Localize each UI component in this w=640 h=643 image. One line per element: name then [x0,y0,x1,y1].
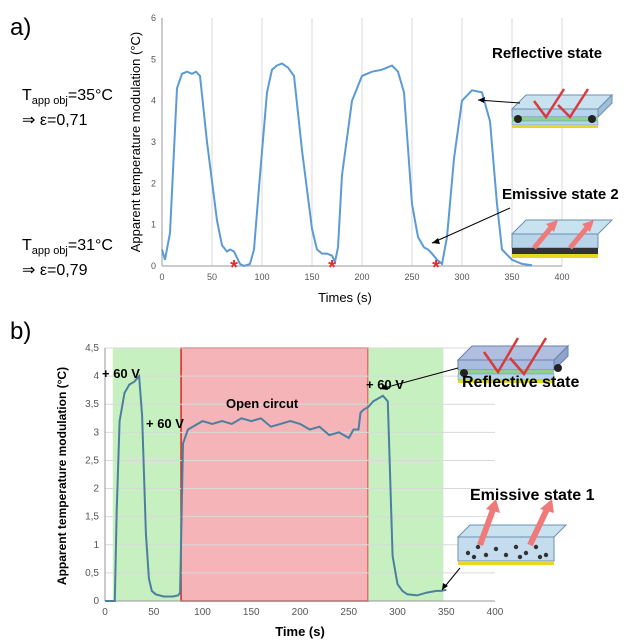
x-tick-label: 400 [554,272,569,282]
y-tick-label: 0 [151,261,156,271]
temperature-subscript: app obj [31,95,68,108]
x-tick-label: 150 [243,607,260,618]
chart-a-series-line [161,62,533,268]
x-tick-label: 50 [148,607,160,618]
asterisk-marker-icon: * [230,257,238,279]
asterisk-marker-icon: * [328,257,336,279]
voltage-label-1: + 60 V [102,366,140,381]
emissivity-note-2: Tapp obj=31°C ⇒ ε=0,79 [22,236,113,281]
x-tick-label: 200 [292,607,309,618]
chart-a-emissive-pointer [431,207,511,244]
y-tick-label: 1 [93,540,99,551]
chart-b-grid [105,347,495,574]
y-tick-label: 3,5 [85,399,99,410]
emissive-state-1-label: Emissive state 1 [470,487,595,504]
reflective-state-label-a: Reflective state [492,45,603,62]
x-tick-label: 0 [159,272,164,282]
emissive-device-icon [510,219,614,258]
emissive-device-icon [456,499,568,565]
region-green-2 [368,348,444,601]
x-tick-label: 400 [487,607,504,618]
reflective-state-label-b: Reflective state [462,374,580,391]
x-tick-label: 150 [304,272,319,282]
x-tick-label: 0 [102,607,108,618]
emissivity-note-1: Tapp obj=35°C ⇒ ε=0,71 [22,86,113,131]
chart-a-y-ticks: 0 1 2 3 4 5 6 [151,13,156,271]
emissivity-value: ε=0,71 [39,112,88,130]
implies-arrow-icon: ⇒ [22,112,36,130]
chart-a: 0 1 2 3 4 5 6 0 50 100 150 200 250 300 350 400 * * * App… [128,13,614,305]
panel-label-b: b) [10,318,32,345]
y-tick-label: 2 [93,484,99,495]
x-tick-label: 300 [389,607,406,618]
x-tick-label: 300 [454,272,469,282]
x-tick-label: 100 [254,272,269,282]
y-tick-label: 4 [151,96,156,106]
chart-b-y-axis-label: Apparent temperature modulation (°C) [55,367,69,585]
open-circuit-label: Open circut [226,396,299,411]
chart-b-x-axis-label: Time (s) [275,624,325,639]
temperature-subscript: app obj [31,245,68,258]
chart-b: 0 0,5 1 1,5 2 2,5 3 3,5 4 4,5 0 50 100 150 200 250 300 3… [55,337,570,639]
y-tick-label: 6 [151,13,156,23]
x-tick-label: 350 [438,607,455,618]
voltage-label-3: + 60 V [366,377,404,392]
y-tick-label: 5 [151,54,156,64]
x-tick-label: 250 [404,272,419,282]
emissivity-value: ε=0,79 [39,262,88,280]
y-tick-label: 1 [151,220,156,230]
chart-b-reflective-pointer [379,367,459,390]
y-tick-label: 2 [151,178,156,188]
x-tick-label: 250 [340,607,357,618]
emissive-state-2-label: Emissive state 2 [502,186,619,203]
reflective-device-icon [456,337,570,383]
region-red-1 [180,347,369,602]
y-tick-label: 0,5 [85,568,99,579]
chart-b-series-line [105,373,447,602]
voltage-label-2: + 60 V [146,416,184,431]
y-tick-label: 1,5 [85,512,99,523]
x-tick-label: 200 [354,272,369,282]
y-tick-label: 3 [151,137,156,147]
y-tick-label: 0 [93,596,99,607]
temperature-value: =35°C [67,87,113,104]
asterisk-marker-icon: * [432,257,440,279]
chart-a-x-ticks: 0 50 100 150 200 250 300 350 400 [159,272,569,282]
panel-label-a: a) [10,14,32,41]
y-tick-label: 3 [93,427,99,438]
implies-arrow-icon: ⇒ [22,262,36,280]
chart-b-x-ticks: 0 50 100 150 200 250 300 350 400 [102,607,504,618]
y-tick-label: 4 [93,371,99,382]
y-tick-label: 2,5 [85,455,99,466]
x-tick-label: 50 [207,272,217,282]
temperature-symbol: T [22,87,32,104]
chart-b-y-ticks: 0 0,5 1 1,5 2 2,5 3 3,5 4 4,5 [85,343,99,607]
x-tick-label: 100 [194,607,211,618]
chart-a-markers: * * * [230,257,440,279]
chart-a-reflective-pointer [477,99,521,104]
y-tick-label: 4,5 [85,343,99,354]
temperature-value: =31°C [67,237,113,254]
chart-a-x-axis-label: Times (s) [318,290,372,305]
temperature-symbol: T [22,237,32,254]
x-tick-label: 350 [504,272,519,282]
reflective-device-icon [510,88,614,128]
chart-a-y-axis-label: Apparent temperature modulation (°C) [128,32,143,253]
